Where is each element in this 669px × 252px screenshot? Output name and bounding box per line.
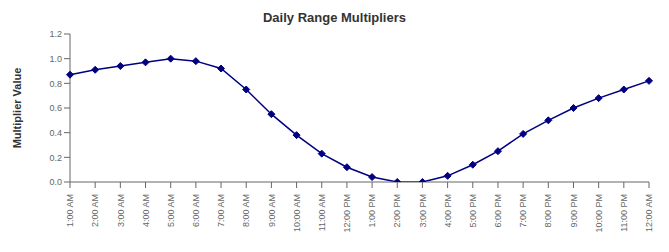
svg-text:10:00 AM: 10:00 AM: [292, 194, 302, 232]
svg-text:0.2: 0.2: [49, 153, 62, 163]
html-text:Daily Range Multipliers: Daily Range Multipliers: [263, 10, 406, 25]
svg-text:11:00 AM: 11:00 AM: [317, 194, 327, 231]
svg-text:0.4: 0.4: [49, 128, 62, 138]
svg-text:3:00 PM: 3:00 PM: [418, 194, 428, 228]
svg-text:10:00 PM: 10:00 PM: [594, 194, 604, 233]
svg-text:7:00 AM: 7:00 AM: [216, 194, 226, 227]
svg-text:5:00 PM: 5:00 PM: [468, 194, 478, 228]
svg-text:4:00 AM: 4:00 AM: [141, 194, 151, 227]
svg-text:3:00 AM: 3:00 AM: [115, 194, 125, 227]
svg-text:0.8: 0.8: [49, 79, 62, 89]
svg-text:9:00 PM: 9:00 PM: [569, 194, 579, 228]
svg-text:9:00 AM: 9:00 AM: [267, 194, 277, 227]
svg-text:6:00 PM: 6:00 PM: [493, 194, 503, 228]
svg-text:8:00 PM: 8:00 PM: [543, 194, 553, 228]
svg-text:1:00 PM: 1:00 PM: [367, 194, 377, 228]
svg-text:2:00 AM: 2:00 AM: [90, 194, 100, 227]
svg-text:0.0: 0.0: [49, 177, 62, 187]
svg-text:5:00 AM: 5:00 AM: [166, 194, 176, 227]
svg-text:12:00 AM: 12:00 AM: [644, 194, 654, 232]
svg-text:Multiplier Value: Multiplier Value: [11, 68, 23, 149]
svg-text:11:00 PM: 11:00 PM: [619, 194, 629, 232]
svg-text:4:00 PM: 4:00 PM: [443, 194, 453, 228]
svg-text:8:00 AM: 8:00 AM: [241, 194, 251, 227]
svg-text:1.0: 1.0: [49, 54, 62, 64]
svg-text:6:00 AM: 6:00 AM: [191, 194, 201, 227]
svg-text:1.2: 1.2: [49, 29, 62, 39]
svg-text:1:00 AM: 1:00 AM: [65, 194, 75, 227]
svg-text:12:00 PM: 12:00 PM: [342, 194, 352, 233]
svg-text:0.6: 0.6: [49, 103, 62, 113]
svg-text:2:00 PM: 2:00 PM: [392, 194, 402, 228]
svg-text:7:00 PM: 7:00 PM: [518, 194, 528, 228]
